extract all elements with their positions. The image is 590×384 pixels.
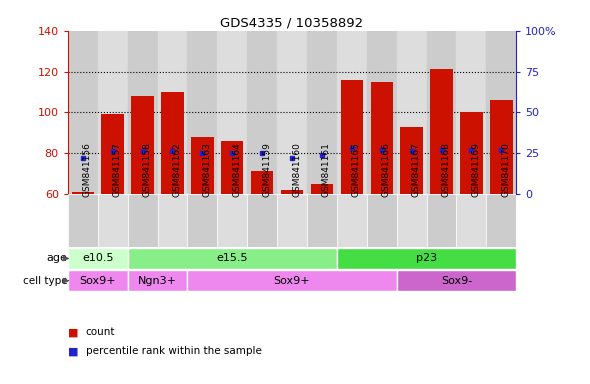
- Bar: [217, 194, 247, 247]
- Text: GSM841160: GSM841160: [292, 142, 301, 197]
- Text: GSM841168: GSM841168: [441, 142, 451, 197]
- Bar: [71, 192, 94, 194]
- Bar: [371, 82, 393, 194]
- Text: GSM841163: GSM841163: [202, 142, 211, 197]
- Bar: [457, 31, 486, 194]
- Bar: [68, 270, 127, 291]
- Text: GSM841162: GSM841162: [172, 142, 182, 197]
- Text: GSM841164: GSM841164: [232, 142, 241, 197]
- Bar: [367, 31, 396, 194]
- Bar: [127, 194, 158, 247]
- Bar: [486, 194, 516, 247]
- Bar: [396, 194, 427, 247]
- Text: count: count: [86, 327, 115, 337]
- Bar: [281, 190, 303, 194]
- Text: ■: ■: [68, 327, 78, 337]
- Text: e10.5: e10.5: [82, 253, 113, 263]
- Bar: [188, 194, 217, 247]
- Bar: [217, 31, 247, 194]
- Bar: [367, 194, 396, 247]
- Bar: [277, 194, 307, 247]
- Text: Sox9-: Sox9-: [441, 276, 472, 286]
- Bar: [161, 92, 183, 194]
- Bar: [337, 248, 516, 269]
- Bar: [247, 31, 277, 194]
- Bar: [430, 70, 453, 194]
- Text: age: age: [47, 253, 67, 263]
- Bar: [127, 248, 337, 269]
- Text: GSM841166: GSM841166: [382, 142, 391, 197]
- Bar: [98, 194, 127, 247]
- Bar: [127, 270, 188, 291]
- Text: e15.5: e15.5: [217, 253, 248, 263]
- Bar: [251, 172, 273, 194]
- Bar: [101, 114, 124, 194]
- Bar: [98, 31, 127, 194]
- Text: percentile rank within the sample: percentile rank within the sample: [86, 346, 261, 356]
- Bar: [427, 31, 457, 194]
- Bar: [188, 270, 396, 291]
- Text: GSM841167: GSM841167: [412, 142, 421, 197]
- Text: Ngn3+: Ngn3+: [138, 276, 177, 286]
- Text: GSM841157: GSM841157: [113, 142, 122, 197]
- Bar: [127, 31, 158, 194]
- Bar: [277, 31, 307, 194]
- Text: p23: p23: [416, 253, 437, 263]
- Text: GSM841158: GSM841158: [143, 142, 152, 197]
- Bar: [401, 127, 423, 194]
- Bar: [158, 31, 188, 194]
- Bar: [132, 96, 154, 194]
- Text: GSM841159: GSM841159: [262, 142, 271, 197]
- Text: GSM841165: GSM841165: [352, 142, 361, 197]
- Bar: [340, 79, 363, 194]
- Bar: [68, 31, 98, 194]
- Bar: [307, 31, 337, 194]
- Bar: [188, 31, 217, 194]
- Bar: [396, 270, 516, 291]
- Text: Sox9+: Sox9+: [274, 276, 310, 286]
- Bar: [307, 194, 337, 247]
- Text: GSM841170: GSM841170: [502, 142, 510, 197]
- Text: GSM841161: GSM841161: [322, 142, 331, 197]
- Bar: [460, 112, 483, 194]
- Bar: [158, 194, 188, 247]
- Bar: [486, 31, 516, 194]
- Text: ■: ■: [68, 346, 78, 356]
- Text: cell type: cell type: [22, 276, 67, 286]
- Title: GDS4335 / 10358892: GDS4335 / 10358892: [221, 17, 363, 30]
- Bar: [396, 31, 427, 194]
- Text: Sox9+: Sox9+: [80, 276, 116, 286]
- Bar: [68, 248, 127, 269]
- Bar: [490, 100, 513, 194]
- Bar: [247, 194, 277, 247]
- Bar: [221, 141, 244, 194]
- Bar: [311, 184, 333, 194]
- Bar: [457, 194, 486, 247]
- Bar: [68, 194, 98, 247]
- Bar: [337, 194, 367, 247]
- Text: GSM841156: GSM841156: [83, 142, 92, 197]
- Text: GSM841169: GSM841169: [471, 142, 480, 197]
- Bar: [337, 31, 367, 194]
- Bar: [191, 137, 214, 194]
- Bar: [427, 194, 457, 247]
